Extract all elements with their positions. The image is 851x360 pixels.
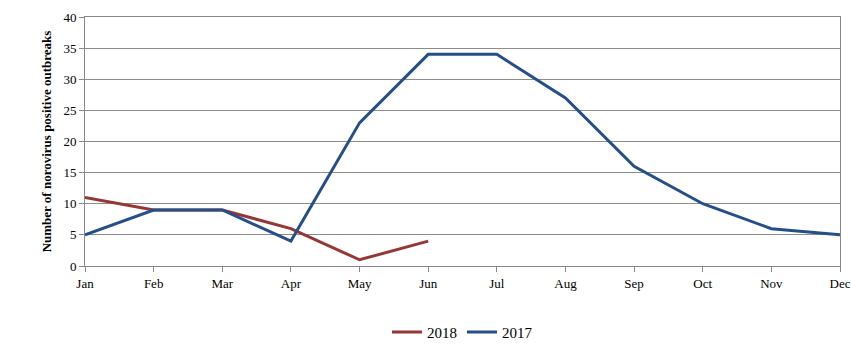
svg-text:Oct: Oct [693, 276, 712, 291]
svg-text:May: May [348, 276, 372, 291]
svg-text:Sep: Sep [624, 276, 644, 291]
svg-text:25: 25 [63, 103, 76, 118]
svg-text:5: 5 [70, 227, 77, 242]
svg-text:Dec: Dec [830, 276, 851, 291]
svg-text:30: 30 [63, 72, 76, 87]
svg-text:40: 40 [63, 10, 76, 25]
svg-text:35: 35 [63, 41, 76, 56]
svg-text:Apr: Apr [281, 276, 302, 291]
svg-text:Nov: Nov [760, 276, 783, 291]
svg-text:10: 10 [63, 196, 76, 211]
svg-text:20: 20 [63, 134, 76, 149]
svg-text:2018: 2018 [427, 325, 457, 341]
svg-text:0: 0 [70, 259, 77, 274]
svg-text:2017: 2017 [502, 325, 533, 341]
svg-text:Jun: Jun [419, 276, 438, 291]
svg-text:Jan: Jan [76, 276, 94, 291]
svg-text:Feb: Feb [144, 276, 164, 291]
svg-text:15: 15 [63, 165, 76, 180]
svg-text:Mar: Mar [211, 276, 233, 291]
svg-text:Jul: Jul [489, 276, 505, 291]
svg-text:Aug: Aug [554, 276, 577, 291]
svg-text:Number of norovirus positive o: Number of norovirus positive outbreaks [39, 31, 54, 253]
